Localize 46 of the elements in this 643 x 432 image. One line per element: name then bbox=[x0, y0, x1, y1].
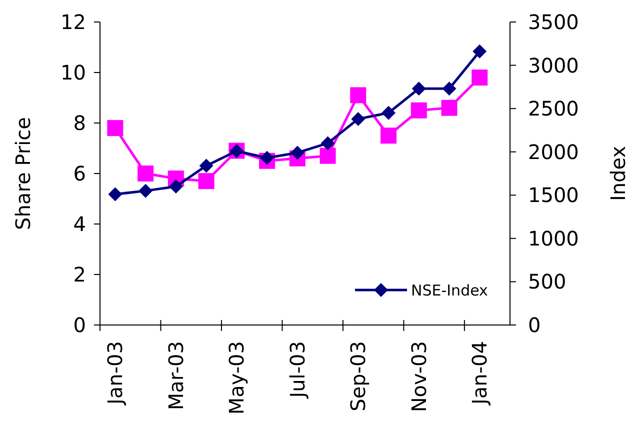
y-tick-label: 4 bbox=[73, 212, 86, 236]
y-tick-label: 2 bbox=[73, 262, 86, 286]
x-tick-label: May-03 bbox=[224, 341, 249, 415]
point bbox=[290, 146, 304, 160]
point bbox=[198, 173, 214, 190]
point bbox=[442, 82, 456, 96]
y-tick-label: 0 bbox=[73, 313, 86, 337]
y-tick-label: 6 bbox=[73, 162, 86, 186]
point bbox=[472, 44, 487, 58]
x-tick-label: Nov-03 bbox=[406, 341, 431, 412]
point bbox=[260, 150, 274, 165]
x-tick-label: Jul-03 bbox=[285, 341, 310, 400]
y2-tick-label: 0 bbox=[528, 313, 541, 337]
point bbox=[382, 106, 396, 120]
x-tick-label: Jan-03 bbox=[103, 341, 128, 406]
point bbox=[410, 102, 427, 118]
point bbox=[412, 82, 426, 96]
point bbox=[108, 187, 122, 202]
point bbox=[350, 87, 366, 104]
y-tick-label: 12 bbox=[60, 10, 86, 34]
y-tick-label: 10 bbox=[60, 60, 86, 84]
y2-tick-label: 2500 bbox=[528, 96, 579, 121]
x-tick-label: Sep-03 bbox=[346, 341, 370, 412]
point bbox=[138, 166, 154, 182]
point bbox=[199, 158, 214, 173]
point bbox=[168, 179, 183, 194]
point bbox=[351, 112, 366, 126]
point bbox=[138, 184, 153, 198]
point bbox=[320, 148, 336, 164]
y2-tick-label: 2000 bbox=[528, 140, 579, 164]
y2-axis-title: Index bbox=[606, 146, 630, 202]
point bbox=[472, 70, 488, 86]
point bbox=[320, 136, 335, 150]
x-tick-label: Jan-04 bbox=[468, 341, 492, 406]
y-tick-label: 8 bbox=[73, 111, 86, 135]
y2-tick-label: 500 bbox=[528, 270, 566, 294]
point bbox=[441, 100, 458, 116]
legend-label: NSE-Index bbox=[411, 281, 488, 300]
x-tick-label: Mar-03 bbox=[164, 341, 188, 410]
y2-tick-label: 1500 bbox=[528, 183, 579, 208]
y2-tick-label: 3000 bbox=[528, 53, 579, 78]
y-axis-title: Share Price bbox=[11, 117, 35, 230]
point bbox=[107, 120, 124, 136]
point bbox=[380, 128, 397, 144]
y2-tick-label: 1000 bbox=[528, 226, 579, 250]
y2-tick-label: 3500 bbox=[528, 10, 579, 34]
